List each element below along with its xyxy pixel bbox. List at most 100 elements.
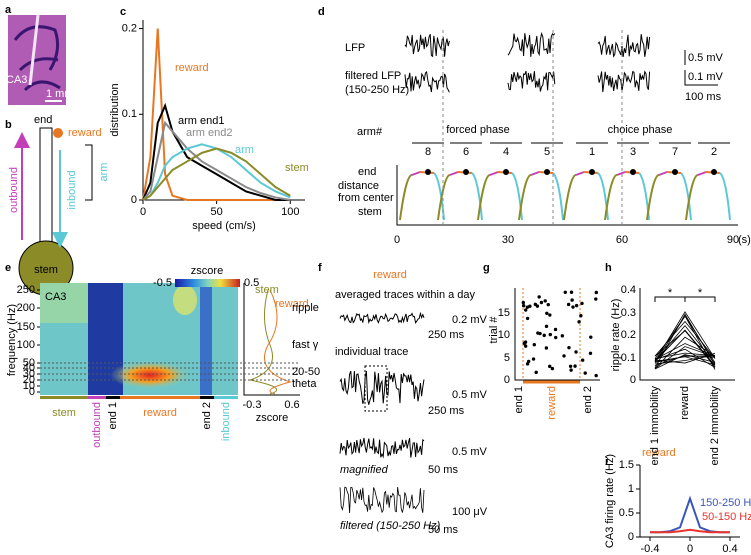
y-tick-label: 200 [17,302,35,314]
filtered-trace [507,70,556,92]
x-tick-label: 90 [727,234,739,246]
heatmap-region [40,283,88,323]
trial-dot [569,290,574,294]
label: stem [34,264,58,276]
trial-dot [588,351,593,355]
trial-dot [594,290,599,295]
label: from center [338,192,394,204]
trial-dot [526,359,531,364]
label: 20-50 [292,366,320,378]
y-tick-label: 0 [131,194,137,206]
y-tick-label: 15 [498,307,510,319]
trial-dot [550,366,555,371]
label: arm [98,163,110,182]
trial-dot [532,343,536,347]
label: ripple [292,302,319,314]
label: ripple rate (Hz) [610,299,622,372]
track-seg [433,172,445,221]
line-series [650,528,730,534]
trial-dot [546,302,550,307]
trial-dot [566,302,571,307]
trial-dot [589,335,593,339]
electrode-track [28,14,40,86]
track-seg [616,171,626,176]
segment-bar [106,396,120,399]
label: averaged traces within a day [335,289,476,301]
segment-bar [40,396,88,399]
reward-point [503,169,509,175]
panel-letter: g [483,262,490,274]
ind-trace [339,370,425,405]
trial-dot [548,332,552,337]
label: theta [292,378,317,390]
avg-trace [339,311,425,325]
trial-dot [525,316,530,321]
track-seg [449,171,459,176]
trial-dot [521,300,526,305]
label: CA3 [6,74,27,86]
trial-dot [521,304,526,308]
y-tick-label: 0.2 [122,22,137,34]
x-tick-label: 50 [211,206,223,218]
ripple-line [654,348,716,368]
segment-label: end 2 [201,402,213,430]
y-tick-label: 100 [17,339,35,351]
lfp-trace [404,34,450,58]
y-tick-label: 0.1 [621,352,636,364]
track-seg [471,172,483,221]
reward-point [711,169,717,175]
line-series [142,143,291,201]
trial-dot [570,298,574,302]
magnified-trace [339,437,425,459]
x-category: end 1 immobility [649,386,661,466]
trial-dot [560,334,565,338]
label: reward [68,127,102,139]
label: magnified [340,464,389,476]
track-seg [489,171,499,176]
arm-number: 8 [425,146,431,158]
colorbar [175,279,240,287]
x-category: reward [546,386,558,420]
reward-point [589,169,595,175]
label: 0.2 mV [452,314,488,326]
arm-number: 5 [544,146,550,158]
trial-dot [548,313,552,317]
maze-arm [39,127,53,244]
reward-point [672,169,678,175]
sig-bracket [654,296,716,302]
label: stem [255,284,279,296]
trial-dots [521,290,599,378]
trial-dot [531,357,536,361]
trial-dot [568,364,573,368]
track-seg [719,172,731,221]
label: 0.6 [284,399,299,411]
trial-dot [554,335,558,340]
x-tick-label: -0.4 [641,543,660,555]
label: 250 ms [428,329,465,341]
y-axis-label: distribution [109,83,121,136]
reward-point [630,169,636,175]
y-tick-label: 0.5 [619,507,634,519]
label: 1 mm [46,88,74,100]
y-tick-label: 10 [23,380,35,392]
profile-axes [243,283,300,396]
arm-number: 3 [630,146,636,158]
x-tick-label: 60 [616,234,628,246]
arm-number: 6 [463,146,469,158]
ripple-lines [654,311,716,370]
label: 0.1 mV [688,71,724,83]
label: end [34,114,52,126]
reward-point [544,169,550,175]
track-seg [680,172,692,221]
label: choice phase [608,124,673,136]
segment-label: stem [52,407,76,419]
segment-label: reward [143,407,177,419]
legend-label: arm end2 [186,127,232,139]
label: * [668,287,673,299]
lfp-trace [597,34,651,58]
trial-dot [563,290,567,294]
track-seg [552,172,564,221]
label: 50 ms [428,464,458,476]
trial-dot [533,302,538,307]
